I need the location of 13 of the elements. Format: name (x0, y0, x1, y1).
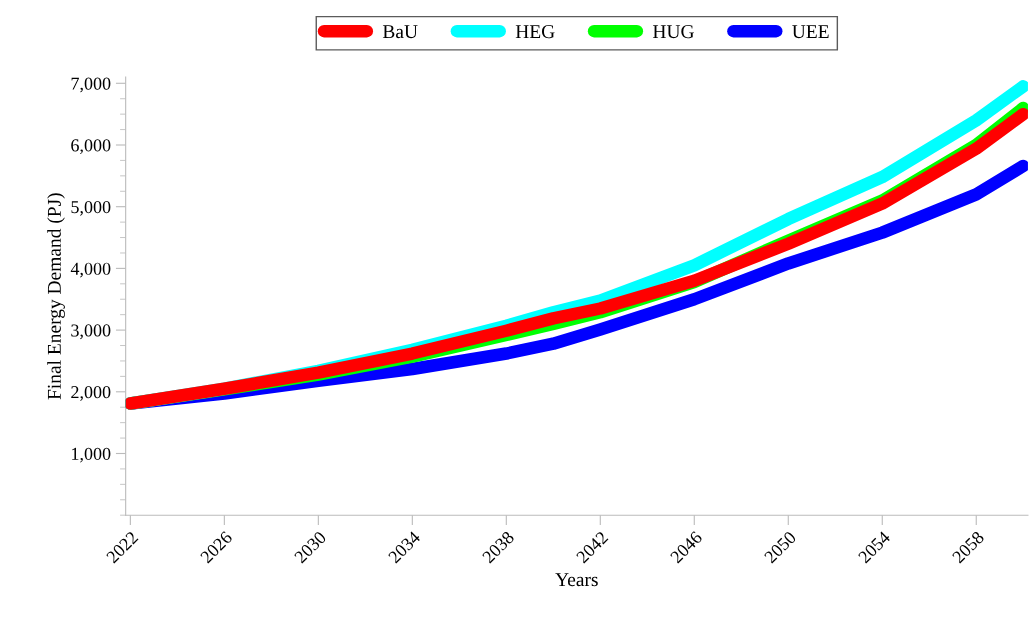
y-tick-label: 5,000 (71, 200, 111, 216)
y-tick-label: 4,000 (70, 262, 111, 278)
legend-label: BaU (382, 25, 418, 39)
legend-label: UEE (792, 25, 829, 39)
legend-label: HEG (515, 25, 555, 39)
y-axis-title: Final Energy Demand (PJ) (47, 193, 65, 400)
y-tick-label: 2,000 (71, 386, 111, 401)
legend-label: HUG (652, 25, 694, 39)
y-tick-label: 6,000 (71, 139, 111, 155)
y-tick-label: 1,000 (72, 447, 111, 463)
y-tick-label: 7,000 (71, 77, 111, 93)
x-axis-title: Years (555, 573, 598, 587)
y-tick-label: 3,000 (71, 324, 111, 340)
